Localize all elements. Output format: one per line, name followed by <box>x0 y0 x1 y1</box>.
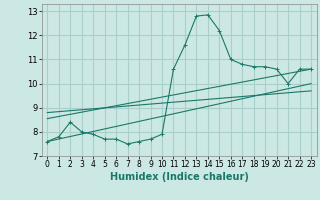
X-axis label: Humidex (Indice chaleur): Humidex (Indice chaleur) <box>110 172 249 182</box>
